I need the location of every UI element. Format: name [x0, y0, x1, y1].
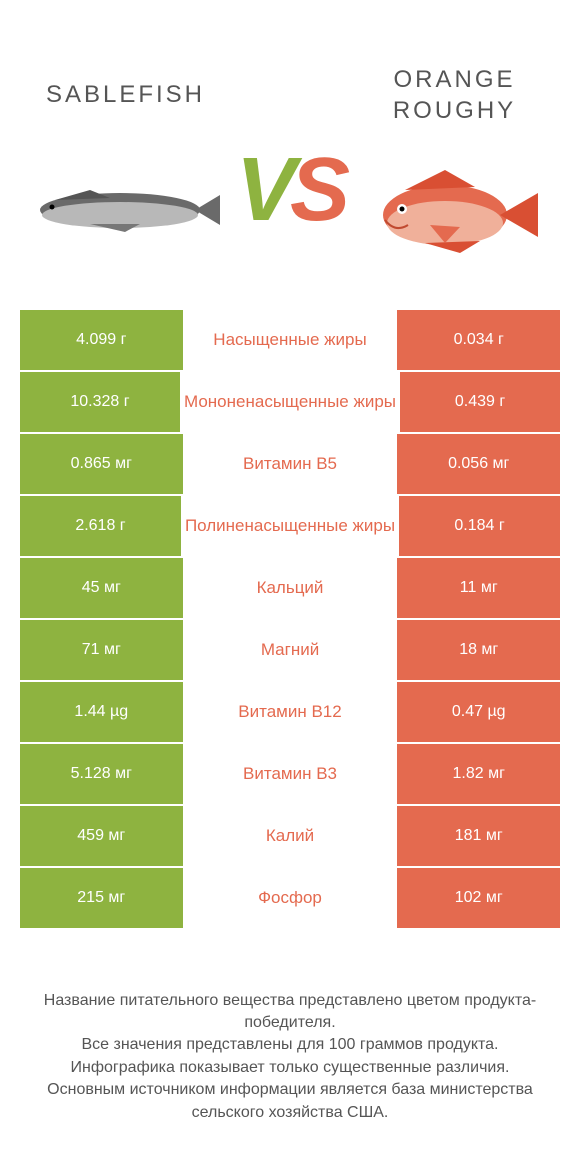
table-row: 2.618 гПолиненасыщенные жиры0.184 г — [20, 496, 560, 556]
table-row: 45 мгКальций11 мг — [20, 558, 560, 618]
orange-roughy-icon — [370, 160, 540, 260]
table-row: 71 мгМагний18 мг — [20, 620, 560, 680]
left-title: Sablefish — [46, 60, 205, 130]
nutrient-name: Полиненасыщенные жиры — [181, 496, 399, 556]
table-row: 459 мгКалий181 мг — [20, 806, 560, 866]
nutrient-name: Витамин B3 — [183, 744, 398, 804]
footer-line: Название питательного вещества представл… — [25, 990, 555, 1035]
left-value: 1.44 µg — [20, 682, 183, 742]
nutrient-name: Магний — [183, 620, 398, 680]
table-row: 4.099 гНасыщенные жиры0.034 г — [20, 310, 560, 370]
right-side: ORANGE ROUGHY — [349, 60, 560, 260]
left-value: 2.618 г — [20, 496, 181, 556]
right-value: 102 мг — [397, 868, 560, 928]
left-value: 0.865 мг — [20, 434, 183, 494]
nutrient-name: Мононенасыщенные жиры — [180, 372, 400, 432]
nutrient-name: Насыщенные жиры — [183, 310, 398, 370]
right-value: 0.439 г — [400, 372, 560, 432]
right-value: 0.056 мг — [397, 434, 560, 494]
footer-notes: Название питательного вещества представл… — [0, 960, 580, 1174]
right-value: 1.82 мг — [397, 744, 560, 804]
left-value: 71 мг — [20, 620, 183, 680]
footer-line: Инфографика показывает только существенн… — [25, 1057, 555, 1079]
right-value: 0.184 г — [399, 496, 560, 556]
footer-line: Все значения представлены для 100 граммо… — [25, 1034, 555, 1056]
vs-v: V — [236, 140, 290, 240]
nutrient-name: Фосфор — [183, 868, 398, 928]
right-title: ORANGE ROUGHY — [349, 60, 560, 130]
nutrient-name: Витамин B12 — [183, 682, 398, 742]
nutrient-name: Кальций — [183, 558, 398, 618]
left-value: 10.328 г — [20, 372, 180, 432]
right-value: 11 мг — [397, 558, 560, 618]
nutrient-name: Калий — [183, 806, 398, 866]
right-value: 181 мг — [397, 806, 560, 866]
right-value: 0.034 г — [397, 310, 560, 370]
footer-line: Основным источником информации является … — [25, 1079, 555, 1124]
nutrient-table: 4.099 гНасыщенные жиры0.034 г10.328 гМон… — [0, 310, 580, 930]
left-value: 215 мг — [20, 868, 183, 928]
comparison-header: Sablefish VS ORANGE ROUGHY — [0, 0, 580, 300]
table-row: 1.44 µgВитамин B120.47 µg — [20, 682, 560, 742]
vs-s: S — [290, 140, 344, 240]
left-value: 45 мг — [20, 558, 183, 618]
table-row: 10.328 гМононенасыщенные жиры0.439 г — [20, 372, 560, 432]
table-row: 5.128 мгВитамин B31.82 мг — [20, 744, 560, 804]
left-value: 4.099 г — [20, 310, 183, 370]
vs-label: VS — [231, 139, 349, 242]
table-row: 0.865 мгВитамин B50.056 мг — [20, 434, 560, 494]
nutrient-name: Витамин B5 — [183, 434, 398, 494]
sablefish-icon — [30, 160, 220, 260]
left-value: 459 мг — [20, 806, 183, 866]
table-row: 215 мгФосфор102 мг — [20, 868, 560, 928]
left-value: 5.128 мг — [20, 744, 183, 804]
left-side: Sablefish — [20, 60, 231, 260]
right-value: 18 мг — [397, 620, 560, 680]
right-value: 0.47 µg — [397, 682, 560, 742]
